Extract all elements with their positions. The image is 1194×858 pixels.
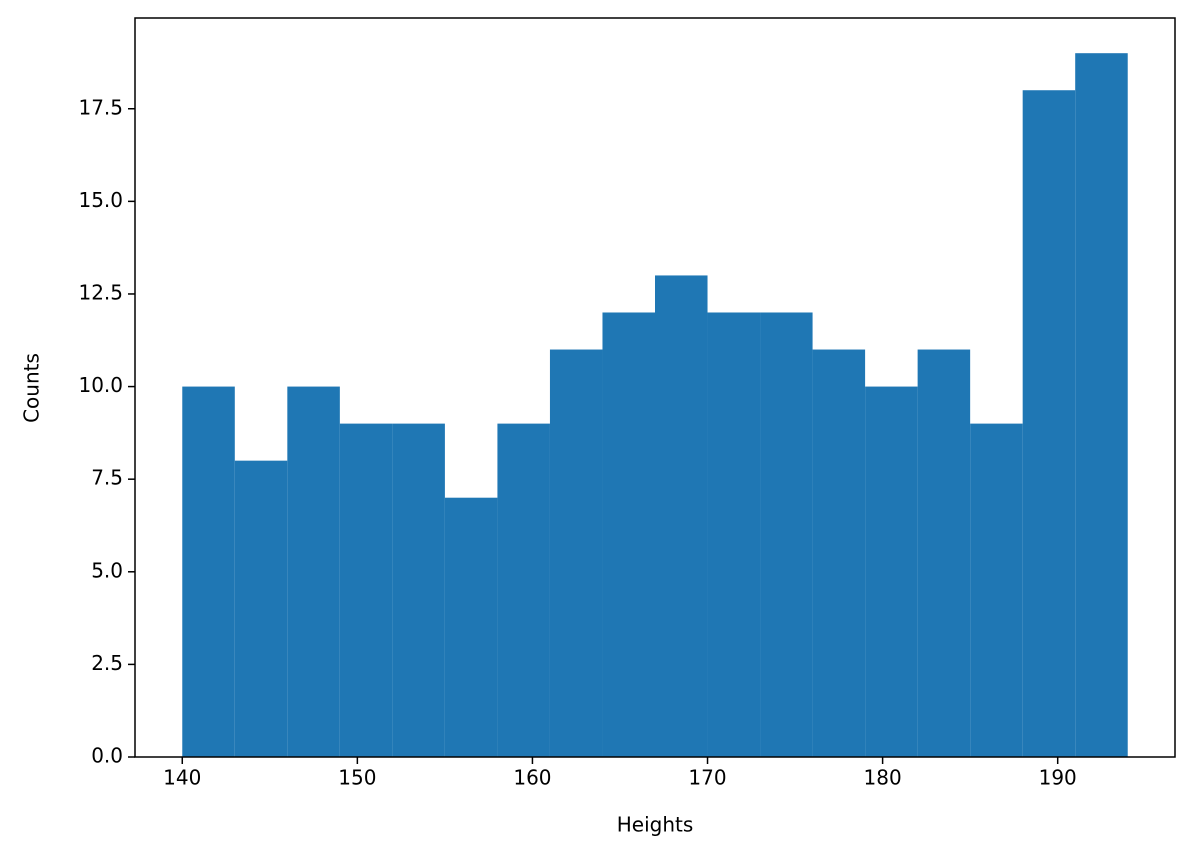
y-tick-label: 5.0 — [91, 558, 123, 582]
plot-frame — [134, 17, 1176, 758]
y-axis-label: Counts — [20, 353, 44, 423]
bar — [392, 423, 445, 757]
bar — [602, 312, 655, 757]
bar — [1075, 53, 1128, 757]
bar — [812, 349, 866, 757]
y-tick-label: 12.5 — [78, 280, 123, 304]
bar — [970, 423, 1023, 757]
x-tick-label: 180 — [864, 766, 902, 790]
bar — [339, 423, 393, 757]
y-tick-label: 15.0 — [78, 188, 123, 212]
bar — [760, 312, 813, 757]
x-tick-label: 150 — [338, 766, 376, 790]
bar — [234, 460, 288, 757]
bar — [917, 349, 971, 757]
bar — [655, 275, 708, 757]
bar — [1022, 90, 1076, 757]
x-tick-label: 140 — [163, 766, 201, 790]
y-tick-label: 2.5 — [91, 651, 123, 675]
bar — [182, 386, 235, 757]
x-axis-label: Heights — [617, 813, 694, 837]
x-tick-label: 190 — [1039, 766, 1077, 790]
y-tick-label: 17.5 — [78, 95, 123, 119]
x-tick-label: 170 — [688, 766, 726, 790]
bar — [497, 423, 550, 757]
bar — [707, 312, 761, 757]
bar — [287, 386, 340, 757]
x-tick-label: 160 — [513, 766, 551, 790]
bar — [549, 349, 603, 757]
bar — [865, 386, 918, 757]
y-tick-label: 0.0 — [91, 744, 123, 768]
y-tick-label: 10.0 — [78, 373, 123, 397]
bar — [444, 497, 498, 757]
y-tick-label: 7.5 — [91, 466, 123, 490]
